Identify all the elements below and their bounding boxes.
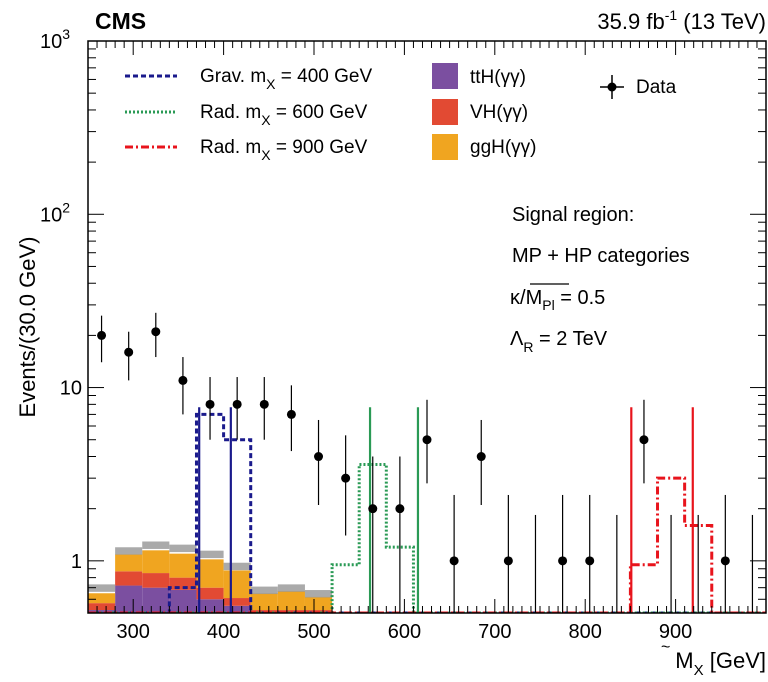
data-point — [639, 435, 649, 445]
data-point — [124, 347, 134, 357]
data-point — [178, 375, 188, 385]
signal-line-rad600 — [88, 462, 766, 613]
annotation-lambda: ΛR = 2 TeV — [510, 328, 608, 355]
annotations: Signal region: MP + HP categories κ/MPl … — [510, 204, 690, 355]
annotation-categories: MP + HP categories — [512, 245, 690, 267]
stack-bar-ggh — [304, 596, 333, 611]
data-point — [558, 556, 568, 566]
y-tick-label: 102 — [40, 199, 70, 226]
data-point — [368, 504, 378, 514]
data-point — [341, 473, 351, 483]
x-tick-label: 700 — [478, 621, 511, 643]
x-axis-label: MX [GeV] — [675, 648, 766, 679]
signal-line-grav400 — [88, 412, 766, 613]
y-tick-label: 103 — [40, 26, 70, 53]
uncertainty-band — [142, 541, 170, 549]
uncertainty-band — [196, 550, 224, 559]
y-tick-label: 10 — [60, 378, 82, 400]
annotation-signal-region: Signal region: — [512, 204, 634, 226]
legend-label-vh: VH(γγ) — [470, 102, 528, 123]
stack-bar-ggh — [223, 570, 251, 599]
data-point — [151, 327, 161, 337]
uncertainty-band — [250, 586, 278, 595]
y-axis-label: Events/(30.0 GeV) — [15, 237, 40, 418]
stack-bar-ggh — [88, 593, 116, 604]
legend-label-grav400: Grav. mX = 400 GeV — [200, 66, 372, 92]
uncertainty-band — [277, 584, 305, 592]
data-point — [449, 556, 459, 566]
data-point — [476, 452, 486, 462]
legend-label-tth: ttH(γγ) — [470, 67, 526, 88]
stack-bar-ggh — [115, 554, 143, 572]
data-point — [259, 399, 269, 409]
data-point — [97, 330, 107, 340]
lumi-label: 35.9 fb-1 (13 TeV) — [597, 7, 766, 34]
data-point — [422, 435, 432, 445]
stack-bar-tth — [169, 589, 197, 613]
stack-bar-vh — [142, 573, 170, 588]
stack-bar-vh — [88, 603, 116, 611]
stack-bar-tth — [115, 585, 143, 613]
uncertainty-band — [304, 590, 333, 598]
stack-bar-tth — [223, 605, 251, 613]
uncertainty-band — [115, 547, 143, 555]
plot-frame — [87, 40, 767, 614]
x-tick-label: 300 — [117, 621, 150, 643]
stack-bar-tth — [196, 599, 224, 613]
data-point — [395, 504, 405, 514]
x-tick-label: 500 — [297, 621, 330, 643]
legend-label-rad900: Rad. mX = 900 GeV — [200, 137, 368, 163]
uncertainty-band — [223, 562, 251, 571]
legend-swatch-vh — [432, 99, 458, 125]
y-tick-label: 1 — [71, 551, 82, 573]
x-tick-label: 400 — [207, 621, 240, 643]
stack-bar-vh — [115, 571, 143, 586]
stack-bar-tth — [142, 587, 170, 613]
uncertainty-band — [88, 584, 116, 592]
x-tick-label: 900 — [659, 621, 692, 643]
legend-swatch-ggh — [432, 134, 458, 160]
stack-bar-vh — [196, 587, 224, 600]
data-point — [503, 556, 513, 566]
legend-label-rad600: Rad. mX = 600 GeV — [200, 102, 368, 128]
legend-swatch-tth — [432, 63, 458, 89]
plot-area — [88, 312, 766, 613]
legend: Grav. mX = 400 GeV Rad. mX = 600 GeV Rad… — [125, 63, 677, 163]
axes: 300 400 500 600 700 800 900 1 10 102 103 — [40, 26, 766, 643]
data-point — [232, 399, 242, 409]
annotation-kappa: κ/MPl = 0.5 — [510, 287, 605, 313]
data-point — [286, 409, 296, 419]
data-point — [720, 556, 730, 566]
stack-bar-ggh — [142, 550, 170, 574]
data-point — [314, 452, 324, 462]
stack-bar-ggh — [250, 593, 278, 611]
experiment-label: CMS — [95, 8, 146, 34]
stack-bar-vh — [223, 598, 251, 606]
legend-label-ggh: ggH(γγ) — [470, 137, 537, 158]
stack-bar-ggh — [277, 590, 305, 611]
stack-bar-ggh — [196, 559, 224, 588]
stack-bar-ggh — [169, 553, 197, 578]
legend-swatch-data-marker — [607, 82, 617, 92]
x-tick-label: 600 — [388, 621, 421, 643]
uncertainty-band — [169, 544, 197, 553]
data-point — [205, 399, 215, 409]
x-axis-label-tilde: ~ — [661, 639, 670, 656]
legend-label-data: Data — [636, 77, 677, 98]
data-point — [585, 556, 595, 566]
x-tick-label: 800 — [569, 621, 602, 643]
